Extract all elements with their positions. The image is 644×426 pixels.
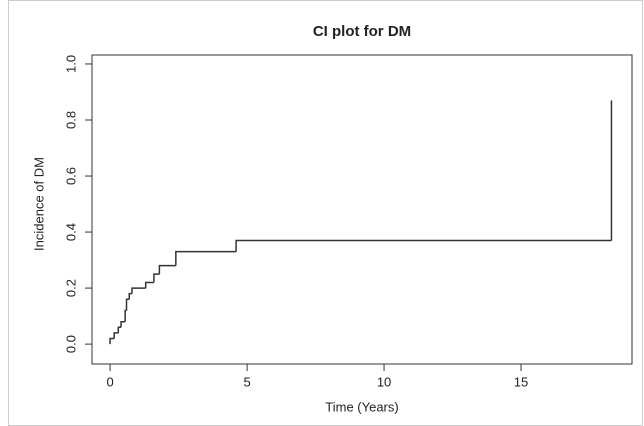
step-segment <box>124 309 127 322</box>
step-segment <box>153 273 160 283</box>
screenshot-border <box>8 0 643 426</box>
y-tick-label: 0.0 <box>63 335 78 353</box>
y-tick-label: 0.6 <box>63 167 78 185</box>
x-tick-label: 0 <box>106 374 113 389</box>
step-segment <box>125 298 130 311</box>
step-segment <box>131 287 146 294</box>
step-segment <box>158 264 176 275</box>
step-segment <box>113 332 119 339</box>
y-tick-label: 0.2 <box>63 279 78 297</box>
x-axis-label: Time (Years) <box>325 399 398 414</box>
step-segment <box>117 326 122 333</box>
step-segment <box>235 239 612 252</box>
step-segment <box>175 250 237 266</box>
step-segment <box>128 292 132 300</box>
y-tick-label: 1.0 <box>63 55 78 73</box>
y-axis-label: Incidence of DM <box>31 157 46 251</box>
plot-frame <box>91 54 633 365</box>
step-segment <box>144 281 154 289</box>
step-segment <box>109 337 115 345</box>
chart-title: CI plot for DM <box>313 23 411 40</box>
x-tick-label: 5 <box>243 374 250 389</box>
x-tick-label: 15 <box>514 374 528 389</box>
y-tick-label: 0.4 <box>63 223 78 241</box>
y-tick-label: 0.8 <box>63 111 78 129</box>
step-segment <box>120 320 126 328</box>
x-tick-label: 10 <box>377 374 391 389</box>
